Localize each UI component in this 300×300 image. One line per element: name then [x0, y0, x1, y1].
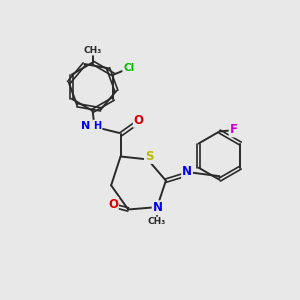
Text: CH₃: CH₃	[83, 46, 102, 55]
Text: N: N	[153, 201, 163, 214]
Text: O: O	[108, 198, 118, 211]
Text: CH₃: CH₃	[148, 217, 166, 226]
Text: O: O	[134, 114, 144, 127]
Text: S: S	[145, 150, 153, 163]
Text: N: N	[81, 121, 90, 130]
Text: H: H	[94, 121, 102, 130]
Text: N: N	[182, 165, 192, 178]
Text: Cl: Cl	[123, 63, 134, 73]
Text: F: F	[230, 124, 238, 136]
